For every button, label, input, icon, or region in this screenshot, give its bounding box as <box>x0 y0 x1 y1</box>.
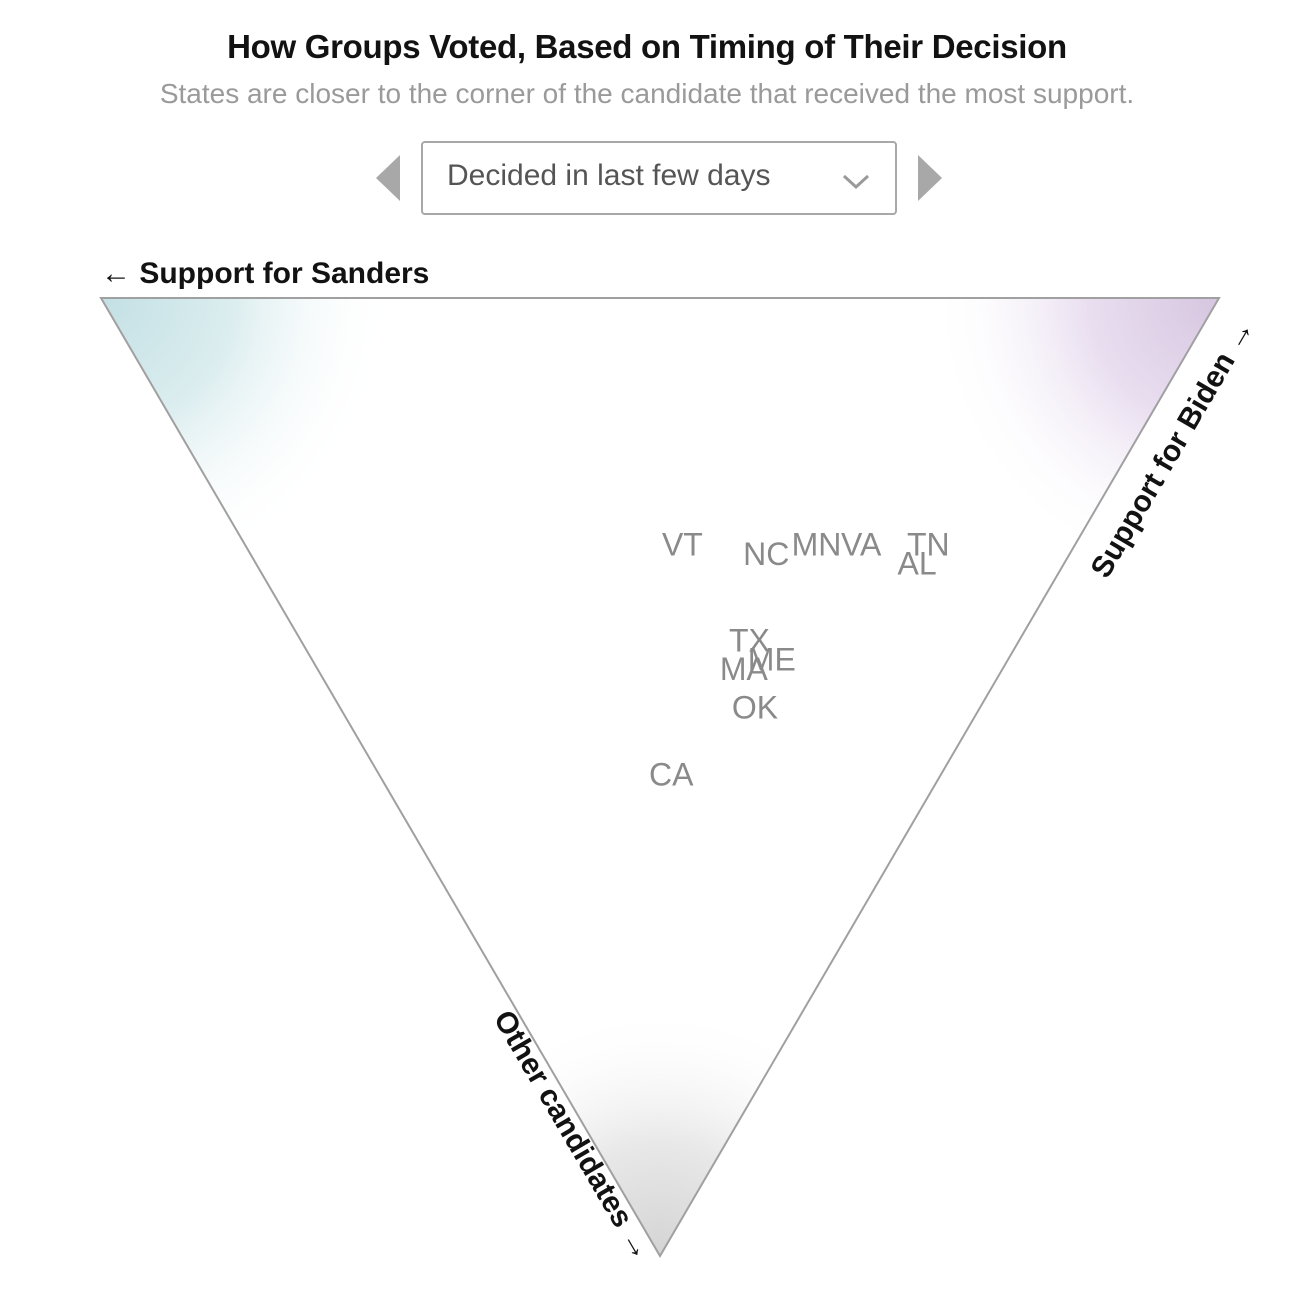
state-label-me: ME <box>748 641 796 677</box>
chart-subtitle: States are closer to the corner of the c… <box>159 78 1135 109</box>
state-label-al: AL <box>898 546 937 582</box>
state-label-ca: CA <box>649 756 694 792</box>
select-value: Decided in last few days <box>447 159 771 192</box>
state-label-tn: TN <box>907 527 950 563</box>
triangle-right-icon <box>918 155 942 201</box>
triangle-left-icon <box>376 155 400 201</box>
state-label-mn: MN <box>792 527 842 563</box>
state-label-ok: OK <box>732 689 778 725</box>
corner-gradients <box>101 298 1219 1256</box>
state-label-ma: MA <box>720 651 769 687</box>
next-button[interactable] <box>916 153 946 203</box>
chevron-down-icon <box>842 174 870 190</box>
state-label-nc: NC <box>743 536 789 572</box>
other-corner-gradient <box>101 298 1219 1256</box>
state-label-va: VA <box>841 527 882 563</box>
chart-title: How Groups Voted, Based on Timing of The… <box>227 28 1067 65</box>
state-label-vt: VT <box>662 527 703 563</box>
ternary-triangle-outline <box>99 297 1221 1258</box>
sanders-axis-label: ← Support for Sanders <box>101 257 429 290</box>
decision-timing-select[interactable]: Decided in last few days <box>421 141 897 215</box>
state-label-tx: TX <box>729 622 770 658</box>
previous-button[interactable] <box>372 153 402 203</box>
